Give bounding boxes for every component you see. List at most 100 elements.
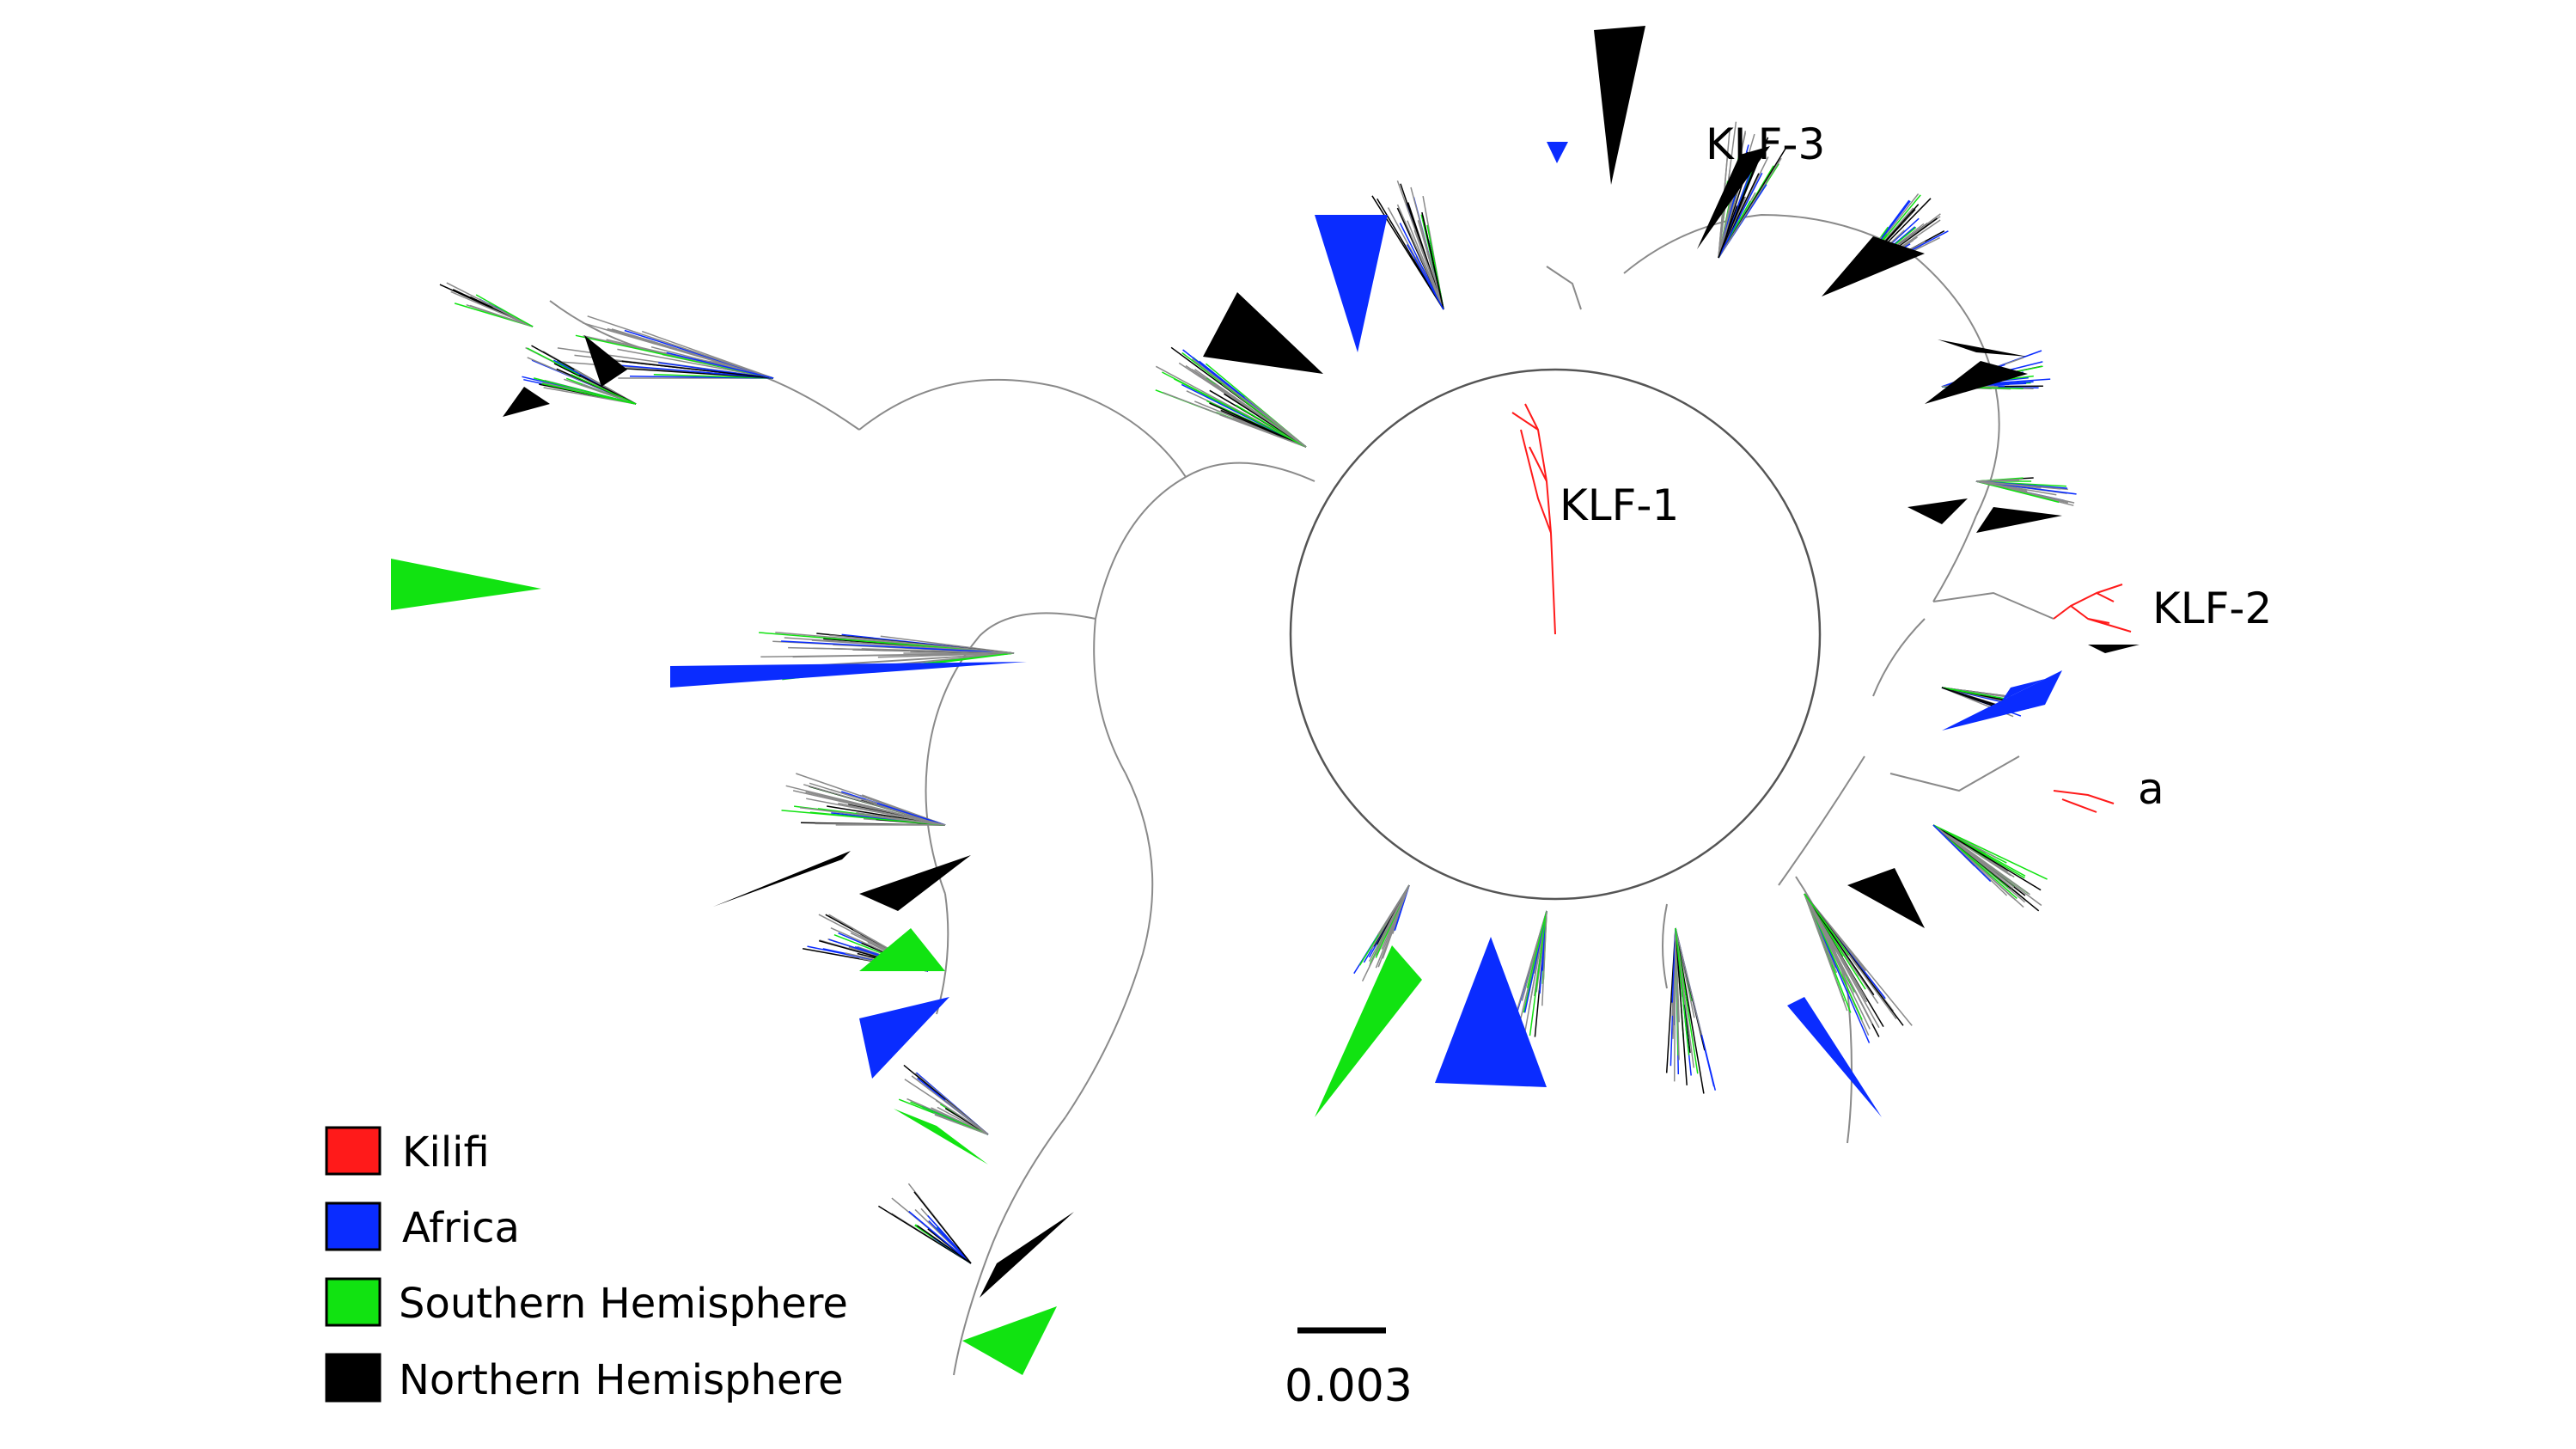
- tree-branch: [805, 791, 946, 826]
- collapsed-clade: [894, 1109, 988, 1165]
- collapsed-clade: [1594, 26, 1645, 185]
- collapsed-clade: [2002, 679, 2045, 700]
- tree-branch: [876, 802, 946, 826]
- tree-branch: [937, 1226, 972, 1264]
- clade-label-klf2: KLF-2: [2152, 584, 2272, 633]
- tree-branch: [1406, 244, 1444, 310]
- tree-branch: [908, 1210, 972, 1264]
- tree-branch: [803, 784, 946, 826]
- collapsed-clade: [859, 997, 949, 1079]
- collapsed-clade: [962, 1306, 1057, 1375]
- tree-branch: [571, 374, 637, 405]
- klf1-branches: [1511, 403, 1556, 635]
- legend-label-africa: Africa: [402, 1204, 520, 1252]
- generated-branches: [439, 121, 2077, 1264]
- collapsed-clade: [859, 855, 971, 911]
- tree-branch: [469, 304, 534, 327]
- collapsed-clade: [1315, 945, 1422, 1117]
- legend-label-southern: Southern Hemisphere: [399, 1280, 848, 1328]
- tree-branch: [833, 652, 1015, 666]
- collapsed-clade: [980, 1212, 1074, 1298]
- collapsed-clade: [859, 928, 945, 971]
- tree-branch: [1804, 893, 1880, 1029]
- tree-branch: [1675, 927, 1680, 1061]
- collapsed-clade: [713, 851, 851, 907]
- collapsed-clade: [1938, 339, 2028, 357]
- tree-branch: [781, 810, 946, 826]
- legend-swatch-kilifi: [325, 1126, 382, 1176]
- collapsed-clade: [584, 335, 627, 387]
- collapsed-clade: [1976, 507, 2062, 533]
- collapsed-clade: [1315, 215, 1388, 352]
- tree-branch: [916, 1225, 972, 1264]
- tree-branch: [913, 1191, 972, 1264]
- tree-branch: [781, 640, 1015, 654]
- collapsed-clade: [1203, 292, 1323, 374]
- tree-branch: [1975, 480, 2057, 496]
- scale-bar-label: 0.003: [1285, 1360, 1413, 1412]
- legend-swatch-northern: [325, 1353, 382, 1403]
- tree-branch: [1941, 687, 1981, 695]
- tree-branch: [602, 363, 774, 379]
- tree-branch: [815, 822, 946, 826]
- tree-branch: [533, 377, 637, 405]
- collapsed-clade: [1435, 937, 1547, 1087]
- legend-swatch-southern: [325, 1277, 382, 1327]
- tree-branch: [582, 383, 637, 405]
- tree-branch: [1529, 910, 1547, 1036]
- collapsed-clade: [1697, 146, 1770, 249]
- tree-branch: [450, 290, 534, 327]
- collapsed-clade: [1547, 142, 1568, 163]
- tree-branch: [1541, 910, 1547, 1006]
- tree-branch: [1932, 824, 2030, 896]
- legend-label-kilifi: Kilifi: [402, 1128, 490, 1177]
- tree-branch: [944, 1099, 989, 1135]
- tree-branch: [1421, 211, 1444, 310]
- tree-branch: [812, 647, 1015, 654]
- collapsed-clade: [391, 559, 541, 610]
- collapsed-clade: [670, 662, 1027, 688]
- tree-branch: [1162, 391, 1307, 448]
- tree-branch: [1932, 824, 2048, 880]
- collapsed-clade: [1925, 361, 2028, 404]
- tree-branch: [800, 807, 946, 826]
- tree-branch: [1675, 927, 1690, 1055]
- tree-branch: [829, 634, 1015, 654]
- tree-branch: [475, 294, 534, 327]
- tree-branch: [792, 652, 1015, 658]
- tree-branch: [1718, 172, 1763, 259]
- tree-branch: [1413, 229, 1444, 310]
- tree-branch: [934, 1114, 989, 1135]
- legend-label-northern: Northern Hemisphere: [399, 1356, 844, 1404]
- collapsed-clade: [2088, 645, 2140, 653]
- tree-branch: [1718, 205, 1738, 259]
- tree-branch: [1804, 893, 1848, 1012]
- tree-branch: [1932, 824, 2015, 888]
- tree-branch: [1673, 927, 1676, 1082]
- root-circle: [1289, 368, 1822, 901]
- generated-clades: [391, 26, 2140, 1375]
- legend: Kilifi Africa Southern Hemisphere Northe…: [325, 1126, 848, 1404]
- tree-branch: [1162, 371, 1307, 448]
- klf-a-branches: [2053, 790, 2115, 813]
- tree-branch: [1370, 884, 1410, 950]
- tree-branch: [1975, 480, 2060, 504]
- tree-branch: [1975, 480, 2042, 489]
- tree-branch: [1932, 824, 2026, 877]
- tree-branch: [1244, 396, 1307, 448]
- tree-branch: [1361, 884, 1410, 982]
- tree-branch: [1932, 824, 2042, 891]
- tree-branch: [446, 282, 534, 327]
- tree-branch: [587, 315, 774, 379]
- tree-branch: [1410, 235, 1444, 310]
- tree-branch: [1375, 884, 1410, 969]
- tree-branch: [617, 348, 774, 379]
- tree-branch: [1191, 368, 1307, 448]
- tree-branch: [1675, 927, 1703, 1036]
- tree-branch: [1804, 893, 1850, 956]
- tree-branch: [1718, 157, 1782, 259]
- collapsed-clade: [1847, 868, 1925, 928]
- backbone-branches: [549, 213, 2054, 1376]
- tree-branch: [653, 373, 774, 379]
